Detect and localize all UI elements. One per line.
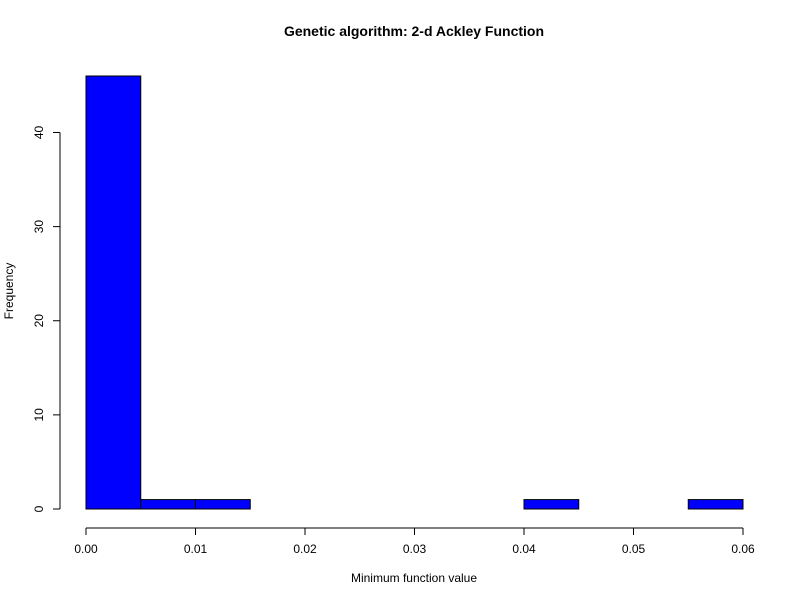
x-tick-label: 0.04 [512,542,536,556]
x-axis: 0.00 0.01 0.02 0.03 0.04 0.05 0.06 [74,527,755,556]
histogram-bar [523,499,580,510]
x-tick-label: 0.00 [74,542,98,556]
x-axis-label: Minimum function value [351,571,477,585]
x-tick-label: 0.01 [184,542,208,556]
y-tick-label: 30 [32,220,46,234]
y-tick-label: 20 [32,314,46,328]
y-tick-label: 40 [32,125,46,139]
chart-title: Genetic algorithm: 2-d Ackley Function [284,23,544,39]
histogram-bars [85,75,744,510]
x-tick-label: 0.06 [731,542,755,556]
y-axis: 0 10 20 30 40 [32,125,61,512]
histogram-bar [140,499,196,510]
y-axis-label: Frequency [2,263,16,320]
x-tick-label: 0.03 [403,542,427,556]
histogram-bar [85,75,142,510]
histogram-bar [195,499,251,510]
histogram-bar [687,499,744,510]
y-tick-label: 0 [32,505,46,512]
x-tick-label: 0.05 [622,542,646,556]
x-tick-label: 0.02 [293,542,317,556]
y-tick-label: 10 [32,408,46,422]
